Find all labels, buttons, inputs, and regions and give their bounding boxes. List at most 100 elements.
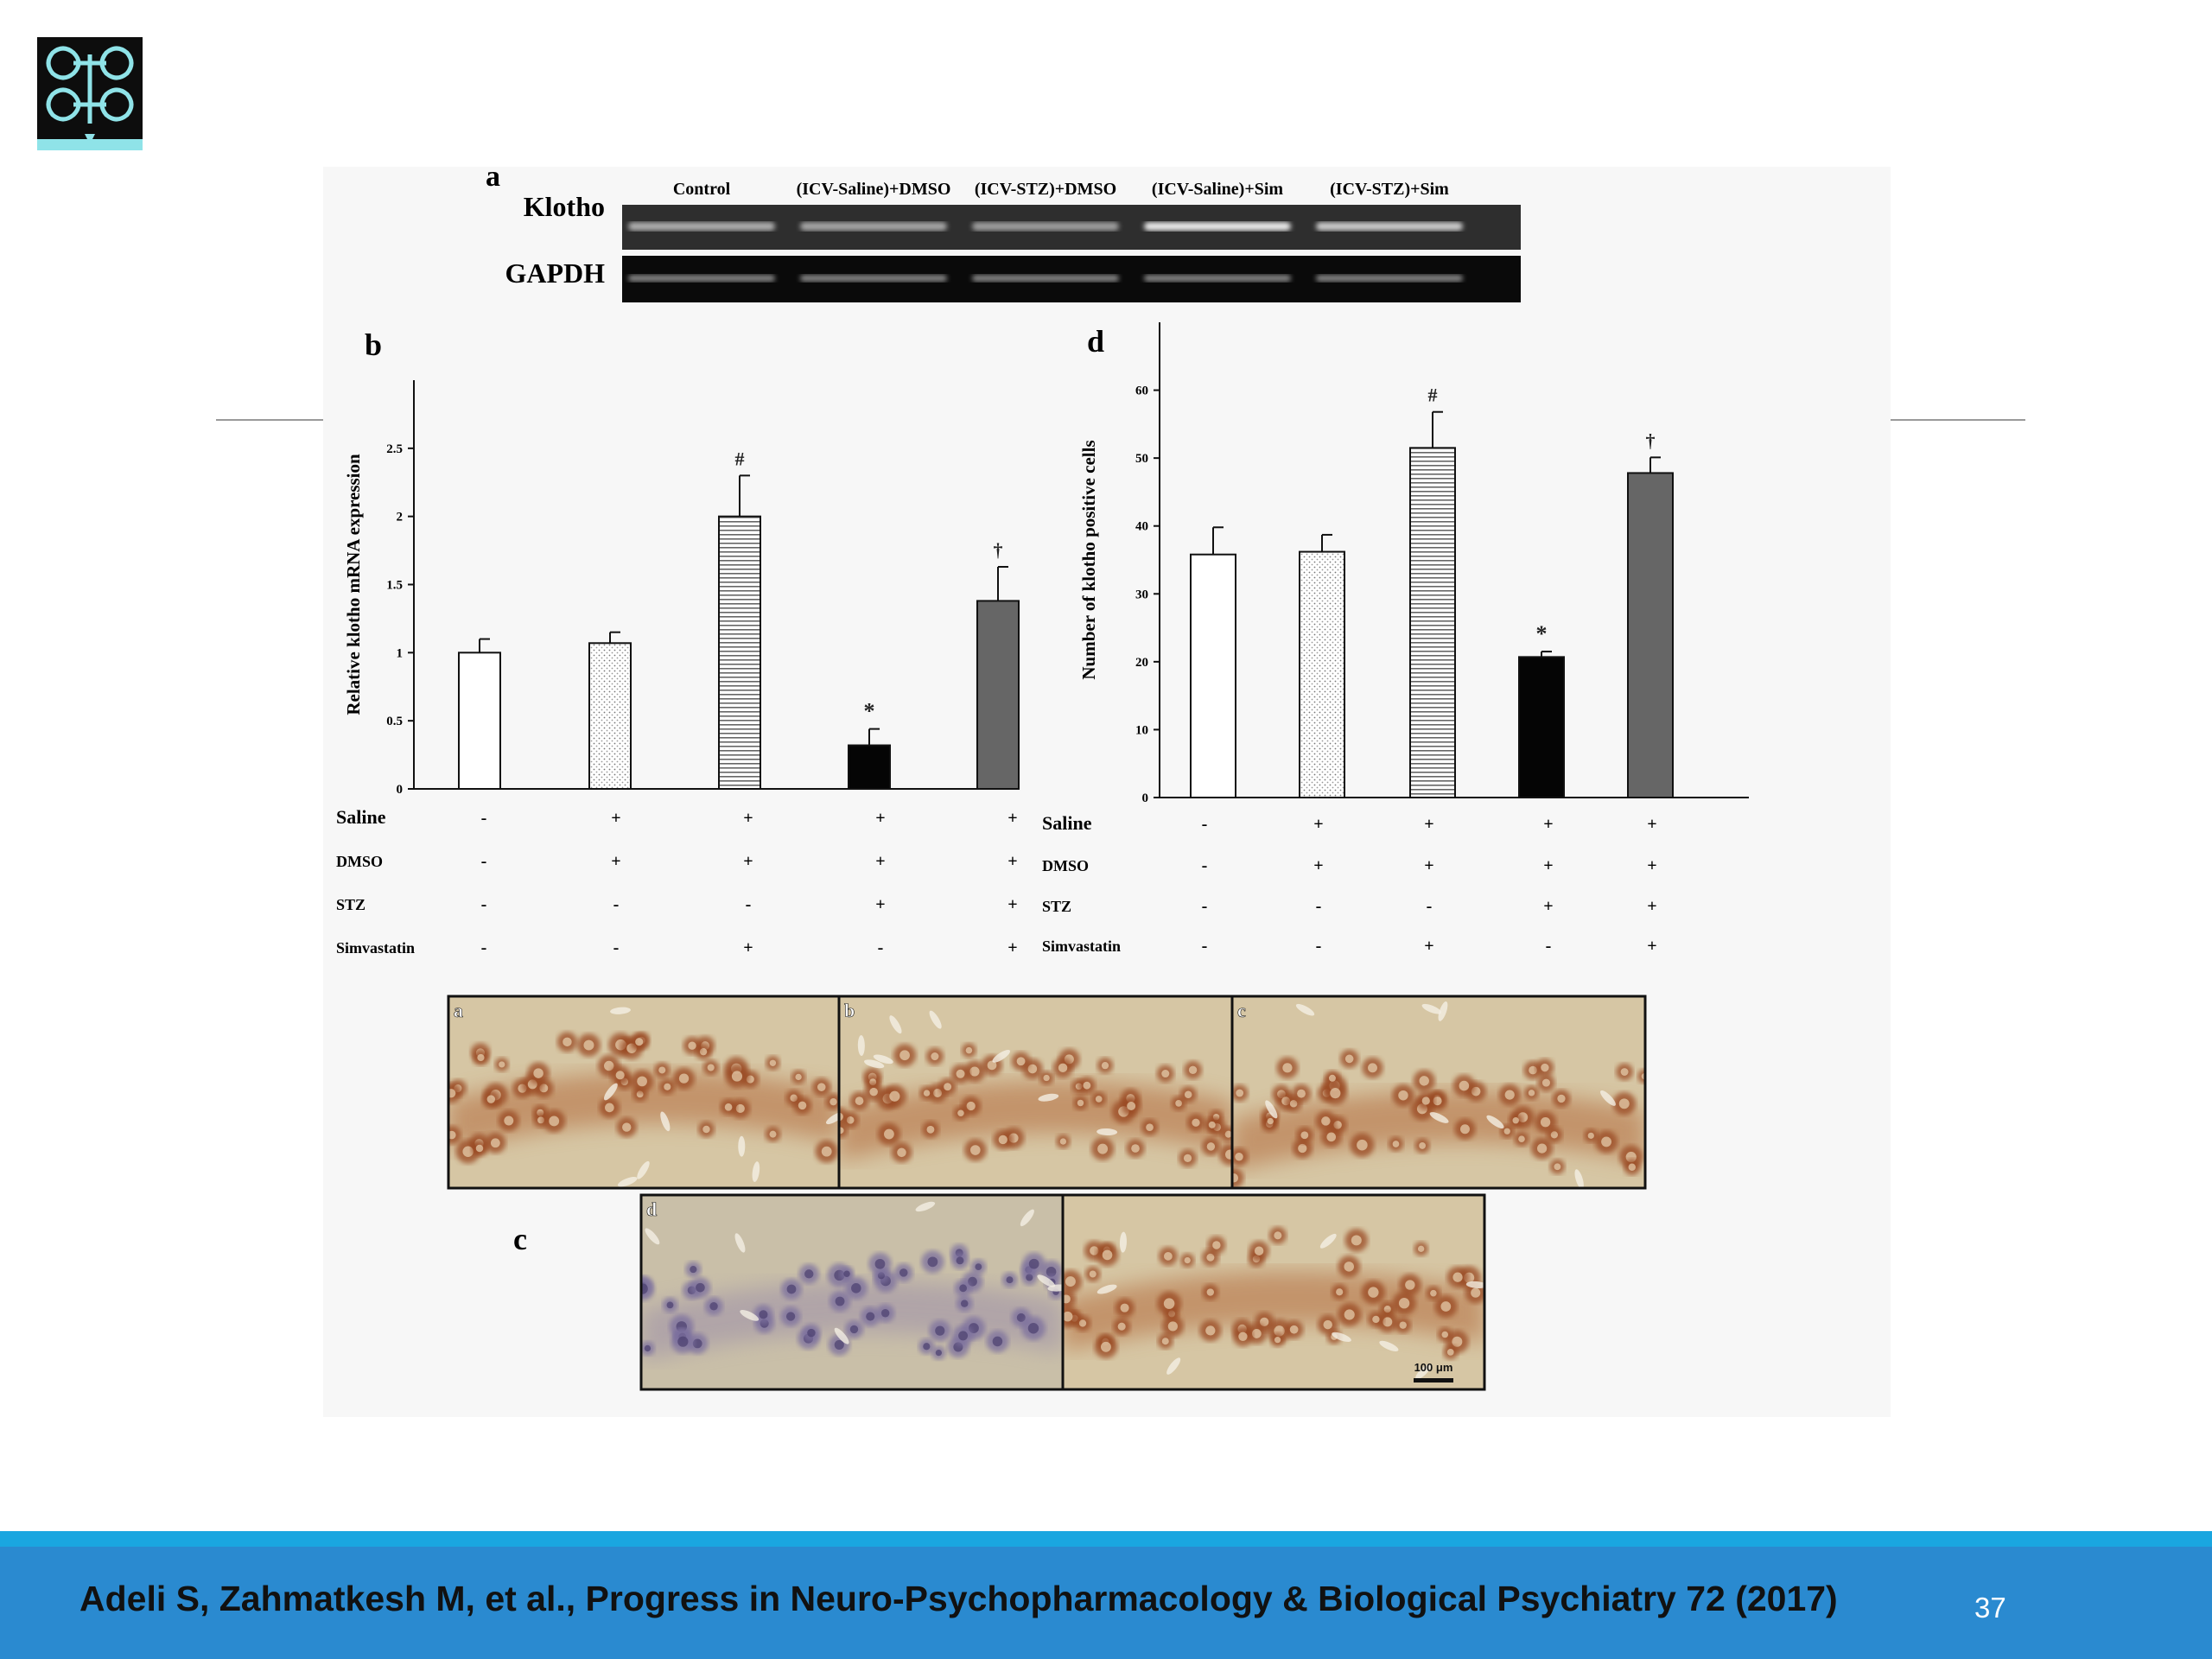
condition-sign: + <box>1543 815 1553 834</box>
y-tick-label: 0.5 <box>386 715 403 728</box>
micrograph-grid: a b c d <box>447 995 1647 1391</box>
condition-sign: + <box>1007 809 1017 828</box>
condition-sign: - <box>613 938 620 957</box>
condition-sign: - <box>1202 897 1208 916</box>
chart-relative-klotho-mrna: 0 0.5 1 1.5 2 2.5 Relative klotho mRNA express… <box>336 380 1020 957</box>
gel-klotho-band <box>800 222 947 231</box>
condition-sign: + <box>1647 815 1656 834</box>
gel-klotho-band <box>1316 222 1463 231</box>
condition-sign: + <box>875 895 885 914</box>
gel-lane-label: Control <box>673 180 731 199</box>
gel-klotho-band <box>628 222 775 231</box>
condition-sign: - <box>1316 897 1322 916</box>
y-tick-label: 2 <box>397 511 404 524</box>
bar <box>1299 550 1345 798</box>
micrograph-2: b <box>837 995 1234 1190</box>
gel-gapdh-band <box>972 275 1119 282</box>
y-axis-label: Number of klotho positive cells <box>1078 440 1099 679</box>
bar <box>718 515 761 790</box>
figure-canvas: a Control (ICV-Saline)+DMSO (ICV-STZ)+DMSO… <box>336 161 1749 1391</box>
condition-sign: + <box>1424 937 1433 956</box>
gel-gapdh-band <box>628 275 775 282</box>
condition-sign: + <box>743 938 753 957</box>
significance-marker: † <box>994 539 1003 561</box>
panel-letter-d: d <box>1087 324 1104 359</box>
footer-stripe <box>0 1531 2212 1547</box>
bar <box>1518 656 1565 798</box>
gel-klotho-band <box>1144 222 1291 231</box>
significance-marker: # <box>735 448 745 469</box>
significance-marker: † <box>1646 429 1656 451</box>
condition-sign: + <box>1647 937 1656 956</box>
condition-sign: + <box>1424 856 1433 875</box>
bar <box>976 600 1020 791</box>
condition-sign: + <box>611 852 620 871</box>
condition-sign: + <box>1647 856 1656 875</box>
condition-row-label: Simvastatin <box>1042 938 1121 955</box>
condition-row-label: Saline <box>1042 812 1092 834</box>
gel-lane-label: (ICV-Saline)+DMSO <box>797 180 951 199</box>
condition-sign: + <box>743 852 753 871</box>
paper-figure: a Control (ICV-Saline)+DMSO (ICV-STZ)+DMSO… <box>323 161 1891 1417</box>
condition-row-label: STZ <box>1042 898 1071 915</box>
bar <box>848 744 891 791</box>
condition-sign: + <box>1007 895 1017 914</box>
micrograph-4: d <box>639 1193 1065 1391</box>
y-tick-label: 10 <box>1135 723 1148 737</box>
condition-sign: + <box>1313 856 1323 875</box>
gel-row-label-klotho: Klotho <box>524 191 605 222</box>
y-tick-label: 20 <box>1135 656 1148 670</box>
micrograph-label: b <box>844 1000 855 1021</box>
y-tick-label: 60 <box>1135 385 1148 398</box>
gel-gapdh-bands <box>628 275 1463 282</box>
chart-klotho-positive-cells: 0 10 20 30 40 50 60 Number of klotho positive c… <box>1042 322 1749 956</box>
condition-sign: - <box>1546 937 1552 956</box>
condition-sign: + <box>875 809 885 828</box>
condition-sign: - <box>481 852 487 871</box>
y-tick-label: 0 <box>1142 791 1149 805</box>
condition-sign: + <box>1647 897 1656 916</box>
citation-text: Adeli S, Zahmatkesh M, et al., Progress … <box>79 1579 1838 1618</box>
micrograph-label: c <box>1237 1000 1246 1021</box>
condition-sign: + <box>743 809 753 828</box>
condition-sign: + <box>1007 938 1017 957</box>
condition-row-label: Simvastatin <box>336 939 415 957</box>
gel-gapdh-band <box>1316 275 1463 282</box>
bar <box>1190 553 1236 798</box>
slide-number: 37 <box>1974 1592 2006 1624</box>
condition-sign: - <box>878 938 884 957</box>
condition-sign: + <box>1543 856 1553 875</box>
condition-row-label: STZ <box>336 896 365 913</box>
micrograph-1: a <box>447 995 841 1190</box>
condition-sign: + <box>1007 852 1017 871</box>
y-tick-label: 1.5 <box>386 579 403 593</box>
condition-row-label: Saline <box>336 806 386 828</box>
y-tick-label: 50 <box>1135 452 1148 466</box>
gel-lane-label: (ICV-STZ)+DMSO <box>975 180 1116 199</box>
micrograph-5 <box>1061 1193 1486 1391</box>
condition-sign: - <box>1316 937 1322 956</box>
footer-bar: Adeli S, Zahmatkesh M, et al., Progress … <box>0 1531 2212 1659</box>
significance-marker: # <box>1428 385 1438 406</box>
panel-letter-c: c <box>513 1222 527 1256</box>
gel-lane-labels: Control (ICV-Saline)+DMSO (ICV-STZ)+DMSO (I… <box>673 180 1449 199</box>
y-tick-label: 2.5 <box>386 442 403 456</box>
gel-gapdh-band <box>1144 275 1291 282</box>
condition-sign: - <box>1202 815 1208 834</box>
gel-klotho-bands <box>628 222 1463 231</box>
condition-sign: + <box>1424 815 1433 834</box>
condition-sign: - <box>1202 856 1208 875</box>
bar <box>588 642 632 791</box>
micrograph-label: a <box>454 1000 463 1021</box>
gel-lane-label: (ICV-Saline)+Sim <box>1152 180 1283 199</box>
condition-sign: - <box>1427 897 1433 916</box>
scale-bar-label: 100 μm <box>1414 1361 1453 1374</box>
gel-lane-label: (ICV-STZ)+Sim <box>1330 180 1449 199</box>
bar <box>458 652 501 790</box>
gel-klotho-band <box>972 222 1119 231</box>
condition-sign: - <box>481 809 487 828</box>
condition-sign: - <box>481 895 487 914</box>
condition-sign: - <box>613 895 620 914</box>
institution-logo <box>37 37 143 150</box>
condition-sign: - <box>746 895 752 914</box>
